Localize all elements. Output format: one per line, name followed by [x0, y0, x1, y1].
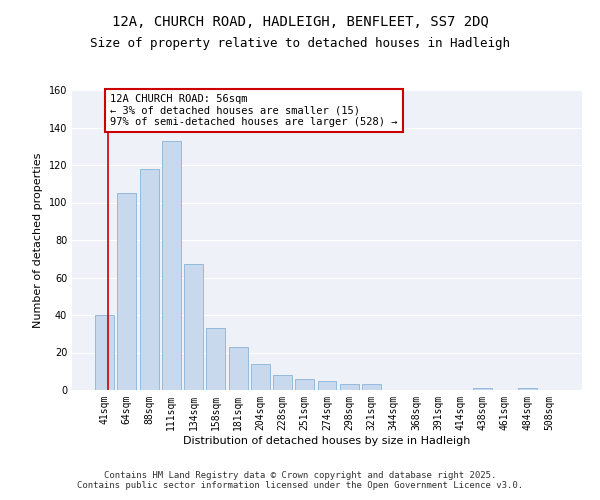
Bar: [184, 264, 203, 390]
Y-axis label: Number of detached properties: Number of detached properties: [33, 152, 43, 328]
Text: Size of property relative to detached houses in Hadleigh: Size of property relative to detached ho…: [90, 38, 510, 51]
Bar: [206, 328, 225, 390]
Bar: [340, 384, 359, 390]
Text: 12A, CHURCH ROAD, HADLEIGH, BENFLEET, SS7 2DQ: 12A, CHURCH ROAD, HADLEIGH, BENFLEET, SS…: [112, 15, 488, 29]
Bar: [273, 375, 292, 390]
Text: Contains HM Land Registry data © Crown copyright and database right 2025.
Contai: Contains HM Land Registry data © Crown c…: [77, 470, 523, 490]
X-axis label: Distribution of detached houses by size in Hadleigh: Distribution of detached houses by size …: [184, 436, 470, 446]
Text: 12A CHURCH ROAD: 56sqm
← 3% of detached houses are smaller (15)
97% of semi-deta: 12A CHURCH ROAD: 56sqm ← 3% of detached …: [110, 94, 398, 127]
Bar: [518, 388, 536, 390]
Bar: [251, 364, 270, 390]
Bar: [317, 380, 337, 390]
Bar: [95, 315, 114, 390]
Bar: [140, 169, 158, 390]
Bar: [118, 193, 136, 390]
Bar: [229, 347, 248, 390]
Bar: [162, 140, 181, 390]
Bar: [295, 379, 314, 390]
Bar: [473, 388, 492, 390]
Bar: [362, 384, 381, 390]
